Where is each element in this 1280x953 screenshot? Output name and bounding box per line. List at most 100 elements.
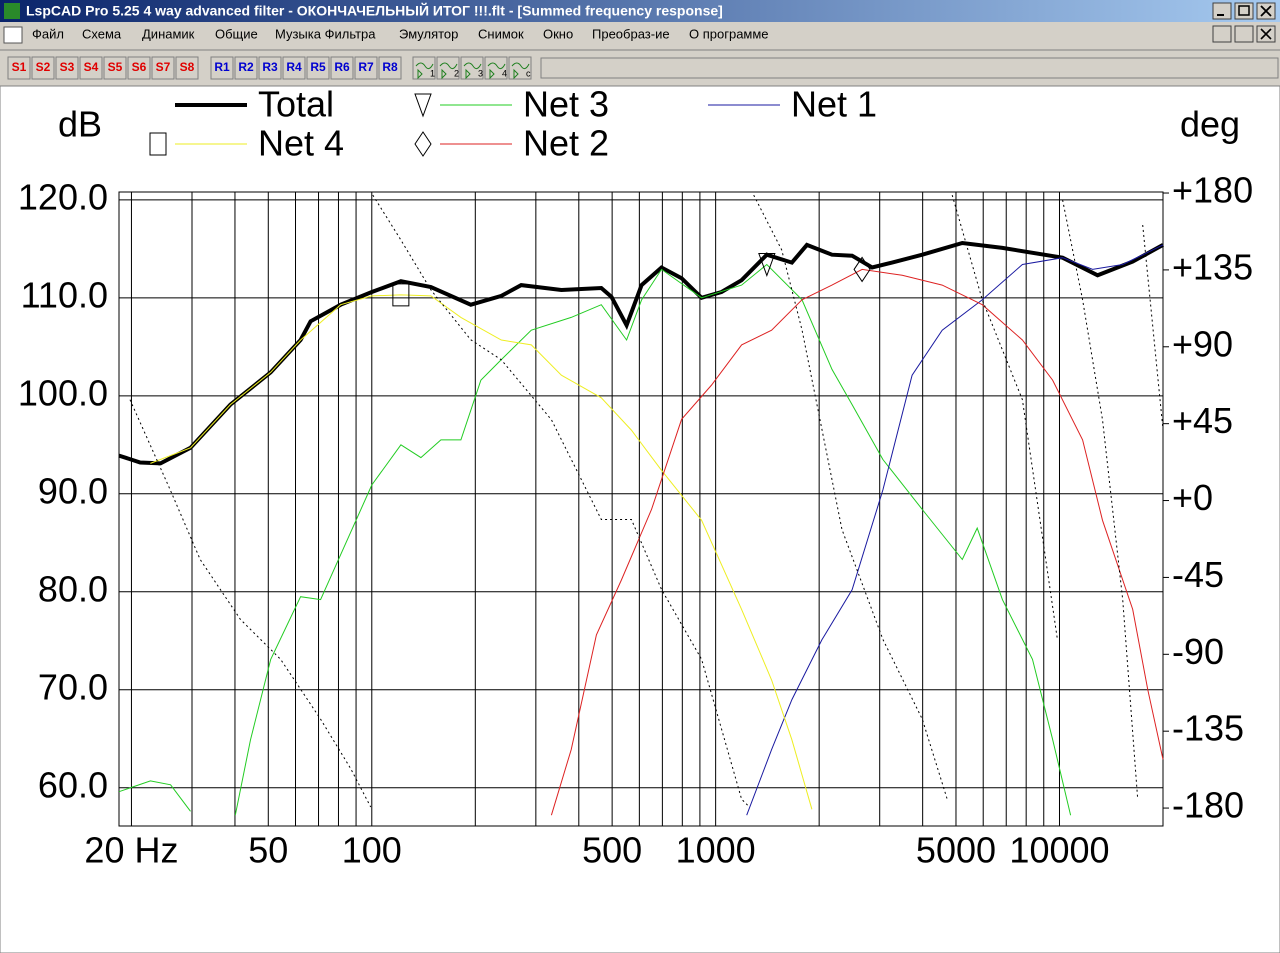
x-tick-label: 5000	[916, 830, 996, 871]
toolbar-button[interactable]	[330, 56, 354, 80]
toolbar-icon-label: 2	[454, 68, 459, 78]
y-tick-label: 90.0	[38, 470, 108, 511]
series-line	[550, 268, 1164, 816]
y-tick-label: 60.0	[38, 764, 108, 805]
legend-label: Net 3	[523, 84, 609, 125]
toolbar-button-label: R4	[286, 60, 302, 74]
y2-tick-label: +45	[1172, 400, 1233, 441]
toolbar-button[interactable]	[175, 56, 199, 80]
toolbar-button[interactable]	[79, 56, 103, 80]
toolbar-button[interactable]	[378, 56, 402, 80]
toolbar-button-label: S5	[108, 60, 123, 74]
series-marker	[392, 283, 410, 307]
plot: 120.0 110.0 100.0 90.0 80.0 70.0 60.0 +180 +135 +…	[18, 84, 1253, 871]
legend-label: Total	[258, 84, 334, 125]
toolbar-button[interactable]	[151, 56, 175, 80]
maximize-glyph	[1238, 5, 1250, 16]
child-controls	[1212, 25, 1276, 43]
menu-item[interactable]: Эмулятор	[399, 26, 458, 41]
y2-tick-label: +0	[1172, 477, 1213, 518]
y-tick-label: 120.0	[18, 176, 108, 217]
legend-marker	[149, 132, 167, 156]
menu-item[interactable]: О программе	[689, 26, 769, 41]
child-icon	[3, 26, 23, 44]
y-axis-label: dB	[58, 104, 102, 145]
menu-item[interactable]: Снимок	[478, 26, 524, 41]
y2-tick-label: -135	[1172, 708, 1244, 749]
menu-item[interactable]: Файл	[32, 26, 64, 41]
x-tick-label: 50	[248, 830, 288, 871]
menu-item[interactable]: Динамик	[142, 26, 195, 41]
series-marker	[853, 256, 871, 283]
toolbar-button[interactable]	[127, 56, 151, 80]
x-tick-label: 20 Hz	[84, 830, 178, 871]
series-line	[129, 194, 1164, 808]
menu-item[interactable]: Схема	[82, 26, 122, 41]
legend-label: Net 4	[258, 123, 344, 164]
toolbar-icon-label: 3	[478, 68, 483, 78]
toolbar-button-label: R1	[214, 60, 230, 74]
series-line	[746, 244, 1164, 816]
child-restore[interactable]	[1234, 25, 1254, 43]
y-tick-label: 70.0	[38, 666, 108, 707]
legend-marker	[414, 93, 432, 118]
title-bar	[0, 0, 1280, 22]
toolbar-icon	[463, 62, 482, 80]
toolbar-button[interactable]	[103, 56, 127, 80]
app-icon	[4, 3, 20, 19]
child-minimize[interactable]	[1212, 25, 1232, 43]
minimize-button[interactable]	[1212, 2, 1232, 20]
toolbar-button-label: S2	[36, 60, 51, 74]
toolbar-button-label: R3	[262, 60, 278, 74]
y2-axis-label: deg	[1180, 104, 1240, 145]
menu: Файл Схема Динамик Общие Музыка Фильтра Эмуля…	[32, 26, 769, 41]
y-tick-label: 100.0	[18, 372, 108, 413]
menu-item[interactable]: Окно	[543, 26, 573, 41]
menu-bar	[0, 22, 1280, 48]
legend-label: Net 1	[791, 84, 877, 125]
toolbar-button[interactable]	[282, 56, 306, 80]
legend-marker	[414, 131, 432, 157]
toolbar-button-label: R5	[310, 60, 326, 74]
toolbar-button-label: R6	[334, 60, 350, 74]
child-close-glyph	[1260, 28, 1272, 40]
x-tick-label: 1000	[676, 830, 756, 871]
toolbar-button[interactable]	[7, 56, 31, 80]
x-tick-label: 100	[342, 830, 402, 871]
toolbar-button[interactable]	[31, 56, 55, 80]
toolbar-button[interactable]	[234, 56, 258, 80]
toolbar-icon	[439, 62, 458, 80]
toolbar-icon-label: 1	[430, 68, 435, 78]
x-tick-label: 500	[582, 830, 642, 871]
series-line	[118, 240, 1164, 466]
toolbar-icon-label: c	[526, 68, 531, 78]
menu-item[interactable]: Преобраз-ие	[592, 26, 670, 41]
toolbar-button-label: S8	[180, 60, 195, 74]
toolbar-icon	[415, 62, 434, 80]
toolbar: S1 S2 S3 S4 S5 S6 S7 S8 R1 R2 R3 R4 R5 R6 R7 R8 1 2 3 4 c	[7, 56, 532, 80]
toolbar-button-label: S6	[132, 60, 147, 74]
toolbar-button[interactable]	[210, 56, 234, 80]
menu-item[interactable]: Общие	[215, 26, 258, 41]
status-field	[540, 57, 1279, 79]
series-line	[118, 263, 1072, 816]
window-title: LspCAD Pro 5.25 4 way advanced filter - …	[26, 2, 723, 19]
toolbar-icon	[487, 62, 506, 80]
toolbar-button[interactable]	[354, 56, 378, 80]
toolbar-button-label: S3	[60, 60, 75, 74]
toolbar-button-label: S4	[84, 60, 99, 74]
toolbar-button-label: S7	[156, 60, 171, 74]
toolbar-button[interactable]	[258, 56, 282, 80]
toolbar-button[interactable]	[306, 56, 330, 80]
toolbar-button-label: R7	[358, 60, 374, 74]
y2-tick-label: -90	[1172, 631, 1224, 672]
toolbar-button[interactable]	[55, 56, 79, 80]
close-glyph	[1260, 5, 1272, 17]
menu-item[interactable]: Музыка Фильтра	[275, 26, 376, 41]
y-tick-label: 110.0	[21, 274, 108, 315]
toolbar-button-label: R8	[382, 60, 398, 74]
chart-area	[0, 85, 1280, 953]
toolbar-button-label: R2	[238, 60, 254, 74]
